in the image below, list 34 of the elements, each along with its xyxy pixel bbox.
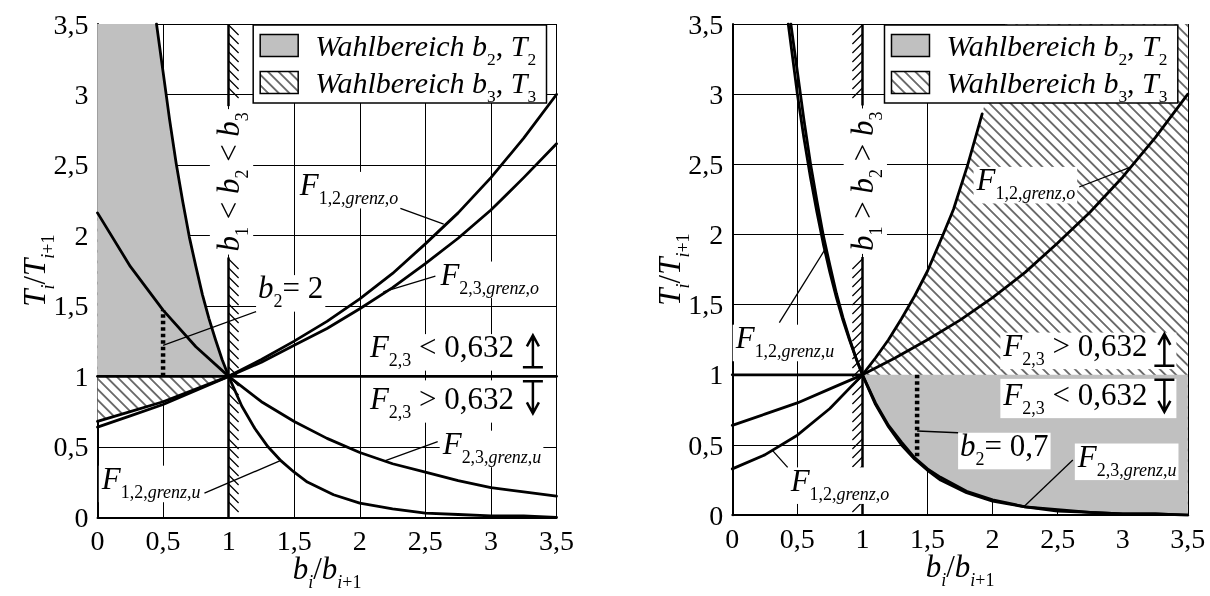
y-tick-label: 3: [74, 78, 89, 110]
x-tick-label: 2,5: [1040, 522, 1076, 554]
x-tick-label: 2,5: [407, 524, 443, 556]
annotation: F$_{2,3}$ < 0,632: [1002, 376, 1148, 419]
y-tick-label: 1: [74, 360, 89, 392]
y-tick-label: 3,5: [688, 8, 724, 40]
x-tick-label: 3,5: [539, 524, 574, 556]
y-tick-label: 2: [709, 219, 724, 251]
x-tick-label: 2: [352, 524, 367, 556]
x-tick-label: 1: [855, 522, 870, 554]
x-tick-label: 1,5: [910, 522, 946, 554]
y-tick-label: 0: [709, 499, 724, 531]
x-tick-label: 3: [1115, 522, 1130, 554]
x-tick-label: 2: [985, 522, 1000, 554]
y-tick-label: 0,5: [688, 429, 724, 461]
y-tick-label: 3: [709, 78, 724, 110]
x-tick-label: 3: [483, 524, 498, 556]
y-tick-label: 3,5: [53, 8, 89, 40]
x-tick-label: 1: [221, 524, 236, 556]
y-tick-label: 2,5: [53, 149, 89, 181]
y-tick-label: 2,5: [688, 148, 724, 180]
annotation: F$_{2,3}$ < 0,632: [368, 329, 515, 371]
y-tick-label: 0: [74, 501, 89, 533]
x-tick-label: 1,5: [276, 524, 312, 556]
annotation: F$_{2,3}$ > 0,632: [1002, 327, 1148, 370]
y-tick-label: 1: [709, 359, 724, 391]
x-tick-label: 0,5: [779, 522, 815, 554]
y-tick-label: 1,5: [688, 289, 724, 321]
annotation: b$_{2}$= 2: [258, 270, 324, 312]
y-tick-label: 0,5: [53, 431, 89, 463]
x-tick-label: 3,5: [1170, 522, 1206, 554]
x-tick-label: 0,5: [145, 524, 181, 556]
annotation: F$_{2,3}$ > 0,632: [368, 381, 515, 423]
y-tick-label: 2: [74, 219, 89, 251]
